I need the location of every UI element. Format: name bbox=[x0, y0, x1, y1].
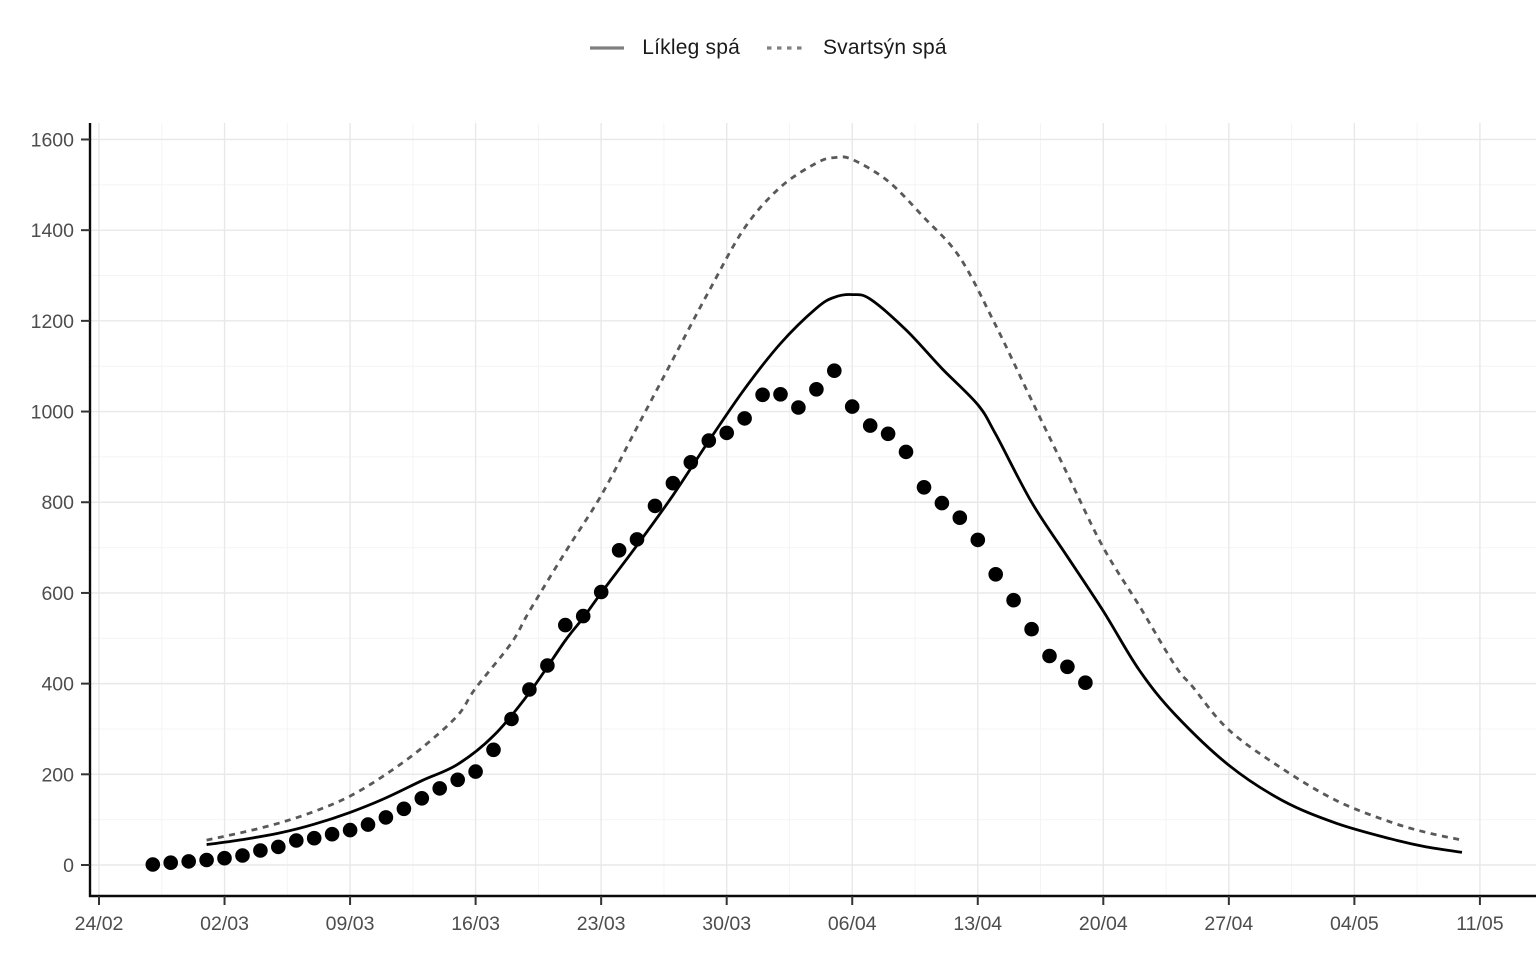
x-axis-tick-label: 06/04 bbox=[828, 913, 877, 935]
y-axis-tick-label: 1000 bbox=[31, 402, 75, 424]
observed-data-point bbox=[701, 433, 717, 448]
x-axis-tick-label: 24/02 bbox=[75, 913, 124, 935]
y-axis-tick-label: 800 bbox=[41, 492, 74, 514]
observed-data-point bbox=[629, 532, 645, 547]
x-axis-tick-label: 04/05 bbox=[1330, 913, 1379, 935]
dashed-line-key-icon bbox=[766, 46, 805, 50]
legend-item-likleg: Líkleg spá bbox=[589, 36, 740, 60]
observed-data-point bbox=[952, 510, 968, 525]
observed-data-point bbox=[683, 455, 699, 470]
observed-data-point bbox=[827, 363, 842, 379]
observed-data-point bbox=[970, 532, 986, 548]
observed-data-point bbox=[235, 848, 250, 863]
observed-data-point bbox=[342, 822, 358, 838]
observed-data-point bbox=[880, 426, 896, 442]
observed-data-point bbox=[611, 543, 627, 558]
observed-data-point bbox=[468, 764, 483, 779]
observed-data-point bbox=[844, 399, 860, 414]
y-axis-tick-label: 1400 bbox=[31, 220, 75, 242]
observed-data-point bbox=[450, 772, 466, 788]
observed-data-point bbox=[773, 387, 788, 402]
observed-data-point bbox=[253, 843, 268, 858]
x-axis-tick-label: 11/05 bbox=[1456, 913, 1504, 935]
y-axis-tick-label: 1600 bbox=[31, 129, 75, 151]
observed-data-point bbox=[1006, 592, 1021, 608]
observed-data-point bbox=[360, 817, 376, 832]
observed-data-point bbox=[934, 495, 950, 511]
observed-data-point bbox=[1060, 659, 1075, 675]
y-axis-tick-label: 1200 bbox=[31, 311, 75, 333]
observed-data-point bbox=[665, 475, 681, 491]
observed-data-point bbox=[809, 382, 824, 397]
x-axis-tick-label: 16/03 bbox=[451, 913, 500, 935]
observed-data-point bbox=[145, 857, 161, 872]
observed-data-point bbox=[163, 855, 178, 870]
observed-data-point bbox=[414, 791, 430, 806]
y-axis-tick-label: 400 bbox=[41, 674, 74, 696]
observed-data-point bbox=[862, 418, 878, 433]
observed-data-point bbox=[217, 850, 232, 866]
observed-data-point bbox=[791, 400, 806, 415]
legend-item-svartsyn: Svartsýn spá bbox=[766, 36, 947, 60]
observed-data-point bbox=[271, 839, 286, 855]
likleg-forecast-line bbox=[206, 293, 1463, 854]
legend: Líkleg spá Svartsýn spá bbox=[0, 36, 1536, 60]
x-axis-tick-label: 02/03 bbox=[200, 913, 249, 935]
observed-data-point bbox=[540, 658, 555, 673]
x-axis-tick-label: 20/04 bbox=[1079, 913, 1128, 935]
x-axis-tick-label: 09/03 bbox=[326, 913, 375, 935]
observed-data-point bbox=[737, 411, 752, 426]
observed-data-point bbox=[181, 854, 196, 869]
observed-data-point bbox=[432, 781, 448, 796]
observed-data-point bbox=[593, 584, 609, 600]
observed-data-point bbox=[289, 833, 304, 848]
observed-data-point bbox=[575, 608, 591, 624]
observed-data-point bbox=[755, 387, 770, 403]
x-axis-tick-label: 13/04 bbox=[953, 913, 1002, 935]
observed-data-point bbox=[988, 567, 1003, 582]
observed-data-point bbox=[378, 810, 394, 825]
solid-line-key-icon bbox=[590, 46, 625, 50]
svartsyn-forecast-line bbox=[206, 155, 1463, 842]
x-axis-tick-label: 23/03 bbox=[577, 913, 626, 935]
observed-data-point bbox=[719, 425, 734, 441]
y-axis-tick-label: 600 bbox=[41, 583, 74, 605]
observed-data-point bbox=[1078, 675, 1093, 690]
observed-data-point bbox=[898, 444, 914, 460]
x-axis-tick-label: 30/03 bbox=[702, 913, 751, 935]
observed-data-point bbox=[324, 826, 340, 842]
y-axis-tick-label: 0 bbox=[63, 855, 74, 877]
legend-label-likleg: Líkleg spá bbox=[642, 36, 740, 59]
observed-data-point bbox=[306, 830, 322, 846]
observed-data-point bbox=[396, 801, 412, 817]
y-axis-tick-label: 200 bbox=[41, 764, 74, 786]
observed-data-point bbox=[647, 498, 663, 514]
observed-data-point bbox=[1042, 648, 1057, 664]
observed-data-point bbox=[916, 480, 932, 495]
x-axis-tick-label: 27/04 bbox=[1204, 913, 1253, 935]
legend-label-svartsyn: Svartsýn spá bbox=[822, 36, 947, 59]
observed-data-point bbox=[199, 852, 214, 868]
observed-data-point bbox=[1024, 621, 1039, 637]
observed-data-point bbox=[558, 617, 573, 633]
observed-data-point bbox=[486, 742, 501, 758]
observed-data-point bbox=[504, 711, 519, 727]
observed-data-point bbox=[522, 682, 537, 697]
